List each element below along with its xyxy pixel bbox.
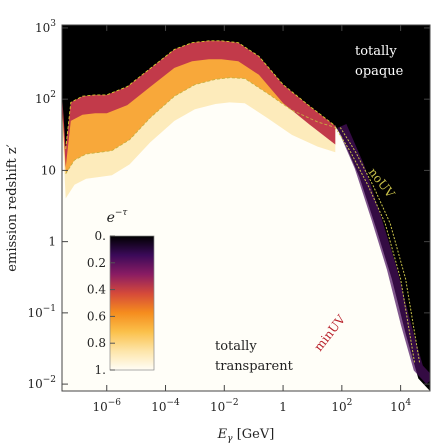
colorbar-tick-label: 0.: [95, 229, 106, 243]
heatmap-fill: [62, 25, 430, 391]
colorbar-tick-label: 0.6: [87, 309, 106, 323]
contour-line-1: [65, 40, 336, 150]
x-tick-label: 1: [279, 400, 287, 414]
colorbar-gradient: [109, 235, 155, 371]
colorbar-tick-label: 0.2: [87, 256, 106, 270]
x-tick-label: 104: [390, 398, 411, 414]
x-tick-label: 10−2: [210, 398, 239, 414]
y-axis-label: emission redshift z′: [5, 144, 20, 271]
x-tick-label: 102: [331, 398, 352, 414]
x-tick-label: 10−4: [151, 398, 180, 414]
y-tick-label: 103: [35, 19, 56, 35]
colorbar-legend: e−τ 0. 0.2 0.4 0.6 0.8 1.: [87, 208, 155, 377]
region-label-1: totally: [355, 44, 397, 59]
x-axis-label: Eγ [GeV]: [217, 427, 275, 444]
colorbar-tick-label: 1.: [95, 363, 106, 377]
contour-line-2: [65, 77, 336, 174]
series-line-noUV: [334, 127, 416, 363]
y-tick-label: 10: [41, 163, 56, 177]
colorbar-title: e−τ: [107, 208, 129, 226]
plot-frame: [61, 24, 431, 392]
opaque-region: [62, 25, 430, 391]
series-line-noUV: [339, 127, 421, 363]
y-tick-label: 10−1: [27, 304, 56, 320]
x-tick-label: 10−6: [92, 398, 121, 414]
region-label-2: transparent: [215, 359, 294, 374]
y-tick-label: 10−2: [27, 375, 56, 391]
contour-lines: [65, 40, 430, 385]
region-label-1: opaque: [355, 64, 404, 79]
region-label-2: totally: [215, 339, 257, 354]
y-tick-label: 1: [48, 235, 56, 249]
colorbar-tick-label: 0.8: [87, 336, 106, 350]
x-axis-ticks: 10−6 10−4 10−2 1 102 104: [92, 25, 411, 414]
purple-edge: [337, 124, 430, 385]
region-labels: totally opaque totally transparent: [215, 44, 404, 374]
y-tick-label: 102: [35, 90, 56, 106]
series-lines: [334, 127, 421, 363]
colorbar-tick-label: 0.4: [87, 283, 106, 297]
y-axis-ticks: 10−2 10−1 1 10 102 103: [27, 19, 430, 391]
